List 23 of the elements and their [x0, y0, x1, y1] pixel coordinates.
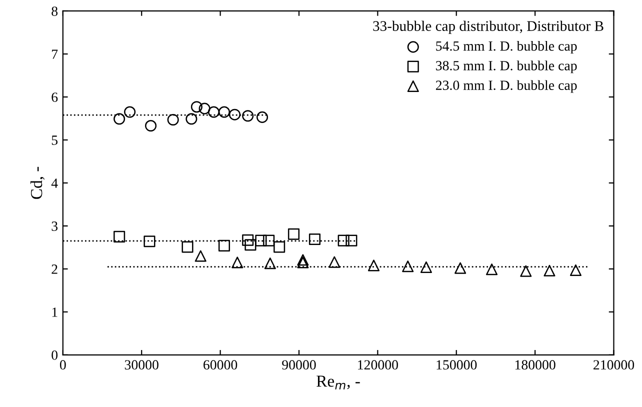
x-tick-label: 60000: [204, 360, 238, 370]
y-tick-label: 6: [52, 92, 58, 102]
x-axis-title: Re$_{m}$, -: [316, 376, 360, 390]
y-tick-label: 5: [52, 136, 58, 145]
x-tick-label: 150000: [436, 360, 477, 370]
legend-label: 54.5 mm I. D. bubble cap: [436, 40, 577, 54]
y-tick-label: 4: [51, 178, 58, 188]
y-tick-label: 7: [52, 50, 58, 59]
x-tick-label: 210000: [594, 360, 634, 370]
y-tick-label: 0: [52, 350, 58, 360]
legend-label: 38.5 mm I. D. bubble cap: [436, 60, 577, 74]
x-tick-label: 180000: [515, 360, 556, 370]
x-tick-label: 120000: [358, 360, 398, 370]
y-tick-label: 8: [52, 6, 58, 16]
legend-title: 33-bubble cap distributor, Distributor B: [373, 20, 604, 34]
y-tick-label: 3: [52, 222, 58, 231]
y-tick-label: 2: [52, 264, 58, 274]
y-axis-title: Cd, -: [30, 166, 45, 199]
x-tick-label: 0: [60, 360, 66, 370]
x-tick-label: 30000: [124, 360, 158, 370]
legend-label: 23.0 mm I. D. bubble cap: [436, 80, 577, 93]
x-tick-label: 90000: [282, 360, 316, 370]
y-tick-label: 1: [52, 308, 58, 317]
